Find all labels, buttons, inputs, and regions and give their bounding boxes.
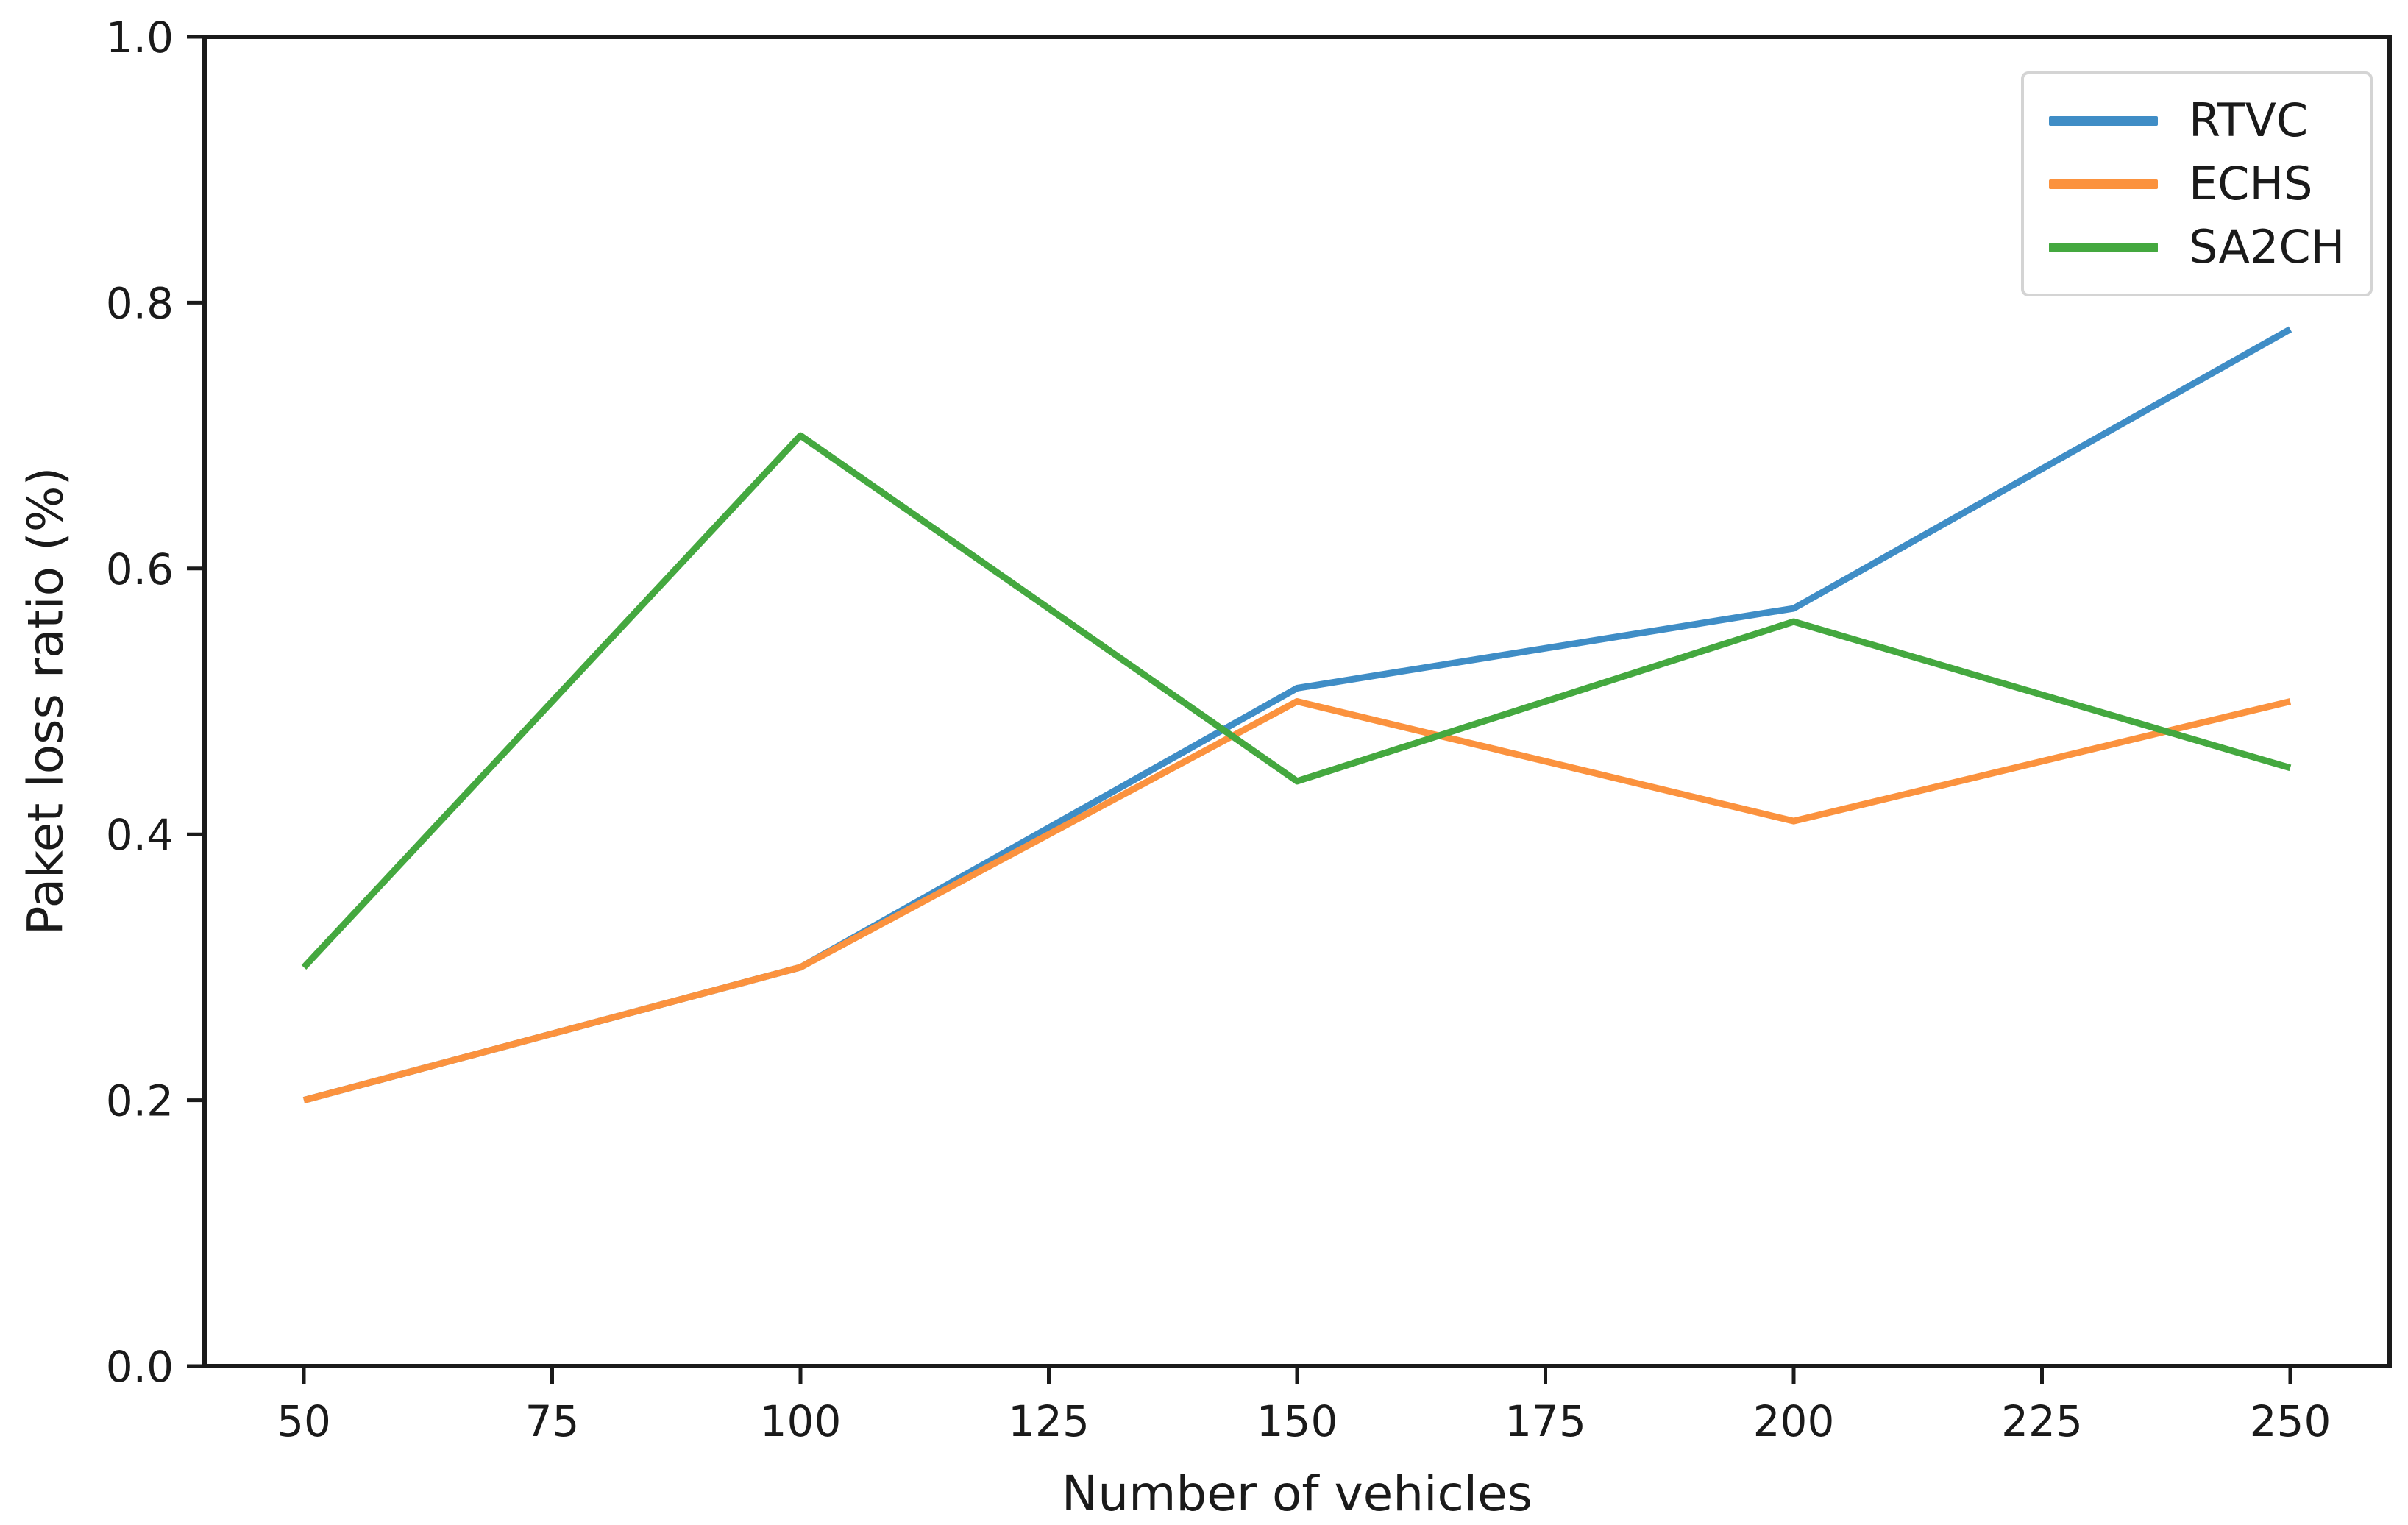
series-line-sa2ch — [301, 432, 2292, 970]
y-tick-label: 1.0 — [106, 13, 174, 63]
x-tick-label: 225 — [2001, 1396, 2083, 1446]
x-tick-label: 150 — [1257, 1396, 1338, 1446]
x-tick-label: 250 — [2250, 1396, 2331, 1446]
series-line-echs — [302, 698, 2292, 1103]
legend-item-sa2ch: SA2CH — [2049, 224, 2348, 270]
y-tick-label: 0.2 — [106, 1076, 174, 1126]
legend-label-rtvc: RTVC — [2189, 93, 2309, 147]
x-tick-label: 50 — [277, 1396, 331, 1446]
x-tick-label: 100 — [760, 1396, 842, 1446]
x-tick-label: 75 — [525, 1396, 580, 1446]
y-tick-label: 0.6 — [106, 544, 174, 594]
legend-label-sa2ch: SA2CH — [2189, 220, 2345, 274]
legend-item-echs: ECHS — [2049, 161, 2348, 207]
x-tick-label: 200 — [1753, 1396, 1835, 1446]
y-tick-label: 0.8 — [106, 278, 174, 328]
x-tick-label: 175 — [1505, 1396, 1586, 1446]
legend-item-rtvc: RTVC — [2049, 98, 2348, 143]
y-axis-label: Paket loss ratio (%) — [17, 466, 74, 936]
legend-swatch-echs — [2049, 179, 2158, 189]
y-tick-label: 0.0 — [106, 1342, 174, 1392]
series-line-rtvc — [302, 326, 2292, 1103]
x-tick-label: 125 — [1008, 1396, 1090, 1446]
legend-swatch-sa2ch — [2049, 242, 2158, 252]
legend: RTVC ECHS SA2CH — [2021, 71, 2373, 296]
x-axis-label: Number of vehicles — [1061, 1465, 1533, 1522]
legend-label-echs: ECHS — [2189, 157, 2313, 210]
legend-swatch-rtvc — [2049, 115, 2158, 126]
y-tick-label: 0.4 — [106, 810, 174, 860]
